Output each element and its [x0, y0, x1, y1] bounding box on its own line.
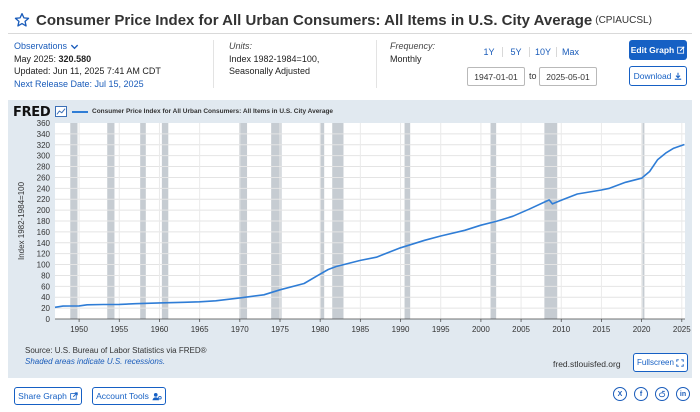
facebook-icon[interactable]: f: [634, 387, 648, 401]
range-5y-button[interactable]: 5Y: [503, 47, 530, 57]
y-tick-label: 320: [37, 141, 51, 150]
observations-dropdown[interactable]: Observations: [14, 40, 209, 53]
download-label: Download: [633, 71, 672, 81]
end-date-input[interactable]: 2025-05-01: [539, 67, 597, 86]
share-graph-label: Share Graph: [18, 391, 67, 401]
units-panel: Units: Index 1982-1984=100, Seasonally A…: [229, 40, 369, 78]
y-tick-label: 220: [37, 195, 51, 204]
share-graph-button[interactable]: Share Graph: [14, 387, 82, 405]
x-tick-label: 1955: [110, 325, 128, 334]
download-button[interactable]: Download: [629, 66, 687, 86]
chart-legend: Consumer Price Index for All Urban Consu…: [72, 108, 333, 115]
legend-swatch: [72, 110, 88, 113]
edit-graph-label: Edit Graph: [630, 45, 675, 55]
range-1y-button[interactable]: 1Y: [476, 47, 503, 57]
y-tick-label: 120: [37, 250, 51, 259]
units-label: Units:: [229, 41, 253, 51]
y-axis-label: Index 1982-1984=100: [17, 181, 26, 260]
y-tick-label: 100: [37, 261, 51, 270]
y-tick-label: 80: [41, 271, 50, 280]
x-tick-label: 2010: [552, 325, 570, 334]
x-tick-label: 2015: [593, 325, 611, 334]
y-tick-label: 60: [41, 282, 50, 291]
x-tick-label: 1970: [231, 325, 249, 334]
y-tick-label: 40: [41, 293, 50, 302]
y-tick-label: 200: [37, 206, 51, 215]
x-tick-label: 2020: [633, 325, 651, 334]
y-tick-label: 20: [41, 304, 50, 313]
y-tick-label: 300: [37, 152, 51, 161]
latest-observation: May 2025: 320.580: [14, 53, 209, 66]
site-url: fred.stlouisfed.org: [553, 359, 621, 369]
reddit-icon[interactable]: [655, 387, 669, 401]
x-tick-label: 1990: [392, 325, 410, 334]
account-tools-button[interactable]: Account Tools: [92, 387, 166, 405]
account-icon: [152, 392, 162, 400]
units-line-1: Index 1982-1984=100,: [229, 53, 320, 64]
range-buttons: 1Y 5Y 10Y Max: [476, 47, 584, 57]
range-10y-button[interactable]: 10Y: [530, 47, 557, 57]
x-tick-label: 1965: [191, 325, 209, 334]
reddit-glyph: [658, 390, 666, 398]
x-icon[interactable]: X: [613, 387, 627, 401]
source-note: Source: U.S. Bureau of Labor Statistics …: [25, 345, 207, 367]
x-tick-label: 1950: [70, 325, 88, 334]
observations-panel: Observations May 2025: 320.580 Updated: …: [14, 40, 209, 90]
source-text: Source: U.S. Bureau of Labor Statistics …: [25, 346, 207, 355]
x-tick-label: 2025: [673, 325, 691, 334]
x-tick-label: 2000: [472, 325, 490, 334]
fred-logo-chart-icon: [55, 106, 67, 117]
y-tick-label: 140: [37, 239, 51, 248]
page-header: Consumer Price Index for All Urban Consu…: [14, 8, 686, 32]
y-tick-label: 340: [37, 130, 51, 139]
x-tick-label: 1960: [151, 325, 169, 334]
y-tick-label: 360: [37, 119, 51, 128]
cpi-series-line: [54, 143, 685, 309]
y-tick-label: 280: [37, 163, 51, 172]
fullscreen-label: Fullscreen: [637, 358, 674, 367]
y-tick-label: 160: [37, 228, 51, 237]
x-tick-label: 1995: [432, 325, 450, 334]
y-tick-label: 240: [37, 184, 51, 193]
start-date-input[interactable]: 1947-01-01: [467, 67, 525, 86]
series-id: (CPIAUCSL): [595, 14, 652, 26]
x-tick-label: 1980: [311, 325, 329, 334]
to-label: to: [529, 71, 537, 81]
latest-period: May 2025:: [14, 53, 57, 64]
fullscreen-icon: [676, 358, 684, 367]
meta-divider: [376, 40, 377, 88]
latest-value: 320.580: [58, 53, 92, 64]
edit-icon: [677, 46, 685, 54]
linkedin-icon[interactable]: in: [676, 387, 690, 401]
download-icon: [675, 72, 682, 80]
x-tick-label: 1985: [351, 325, 369, 334]
star-icon[interactable]: [14, 12, 30, 28]
header-divider: [8, 33, 692, 34]
x-tick-label: 2005: [512, 325, 530, 334]
page-title: Consumer Price Index for All Urban Consu…: [36, 11, 593, 29]
updated-text: Updated: Jun 11, 2025 7:41 AM CDT: [14, 66, 161, 76]
chevron-down-icon: [70, 44, 79, 50]
y-tick-label: 260: [37, 173, 51, 182]
y-tick-label: 180: [37, 217, 51, 226]
legend-label: Consumer Price Index for All Urban Consu…: [92, 108, 334, 115]
graph-panel: FRED Consumer Price Index for All Urban …: [8, 100, 692, 378]
share-icon: [70, 392, 78, 400]
frequency-value: Monthly: [390, 53, 422, 64]
x-tick-label: 1975: [271, 325, 289, 334]
next-release-link[interactable]: Next Release Date: Jul 15, 2025: [14, 78, 144, 89]
frequency-label: Frequency:: [390, 41, 436, 51]
shaded-note: Shaded areas indicate U.S. recessions.: [25, 357, 166, 366]
edit-graph-button[interactable]: Edit Graph: [629, 40, 687, 60]
account-tools-label: Account Tools: [96, 391, 149, 401]
meta-divider: [213, 40, 214, 88]
range-max-button[interactable]: Max: [561, 47, 579, 57]
observations-label: Observations: [14, 41, 68, 51]
fullscreen-button[interactable]: Fullscreen: [633, 353, 688, 372]
y-tick-label: 0: [46, 315, 51, 324]
units-line-2: Seasonally Adjusted: [229, 66, 311, 76]
fred-logo: FRED: [13, 105, 51, 120]
frequency-panel: Frequency: Monthly: [390, 40, 460, 65]
